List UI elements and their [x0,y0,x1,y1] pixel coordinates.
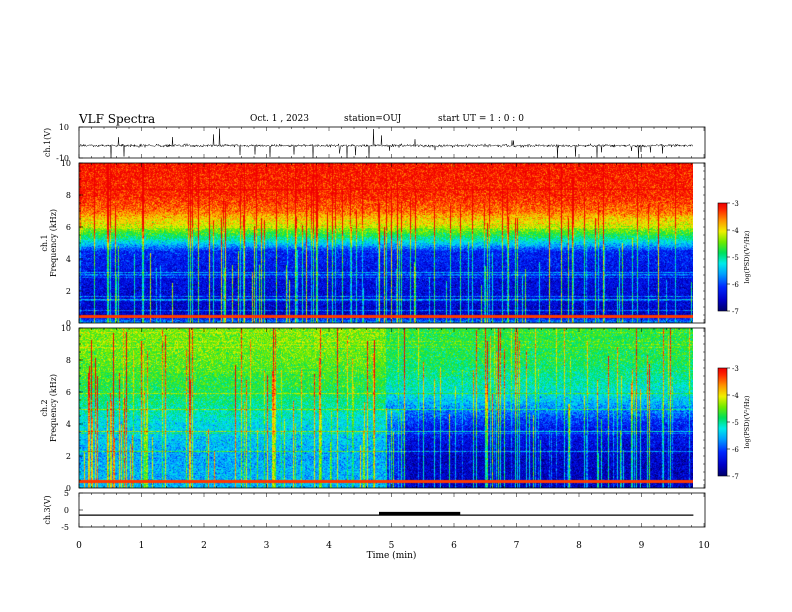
trace-lines [78,128,694,516]
colorbar-tick-label: -7 [732,473,739,481]
ch1-spectrogram-image [79,163,693,323]
x-tick-label: 7 [514,541,520,551]
ch1-waveform-line [78,128,694,159]
ch3-y-tick-label: -5 [61,523,69,532]
ch2-spectrogram-frame [78,327,706,489]
ch1-spectrogram-frame [78,162,706,324]
x-axis-label: Time (min) [367,550,417,561]
spectrogram-images [79,163,727,488]
ch3-y-tick-label: 5 [64,489,69,498]
station-label: station=OUJ [344,114,402,124]
ch1-spec-y-label-line2: Frequency (kHz) [49,209,58,277]
ch2-spec-y-tick-label: 8 [66,356,71,365]
colorbar-tick-label: -3 [732,200,739,208]
x-tick-label: 1 [139,541,145,551]
x-tick-label: 10 [698,541,710,551]
x-tick-label: 9 [639,541,645,551]
figure-title: VLF Spectra [79,112,156,126]
x-tick-label: 3 [264,541,270,551]
colorbar-tick-label: -5 [732,254,739,262]
ch2-spectrogram-image [79,328,693,488]
colorbar-tick-label: -6 [732,281,739,289]
ch1-spec-y-tick-label: 8 [66,191,71,200]
ch1-spec-y-tick-label: 2 [66,287,71,296]
colorbar-tick-label: -3 [732,365,739,373]
ch1-spec-y-tick-label: 10 [61,159,71,168]
ch1-y-label: ch.1(V) [43,128,52,157]
colorbar-tick-label: -4 [732,227,739,235]
x-tick-label: 0 [76,541,82,551]
ch1-colorbar [718,203,727,311]
x-tick-label: 6 [451,541,457,551]
x-tick-label: 2 [201,541,207,551]
x-tick-label: 8 [576,541,582,551]
colorbar-tick-label: -7 [732,308,739,316]
colorbar-tick-label: -5 [732,419,739,427]
x-tick-label: 4 [326,541,332,551]
colorbar-label: log(PSD)(V²/Hz) [743,230,751,283]
panel-frames [78,126,730,528]
ch1-spec-y-tick-label: 4 [66,255,71,264]
ch1-spec-y-label-line1: ch.1 [40,234,49,251]
colorbar-label: log(PSD)(V²/Hz) [743,395,751,448]
ch2-spec-y-tick-label: 0 [66,484,71,493]
ch2-spec-y-tick-label: 2 [66,452,71,461]
ch1-spec-y-tick-label: 6 [66,223,71,232]
ch1-waveform-frame [78,126,706,159]
ch3-frame [78,492,706,528]
x-tick-label: 5 [389,541,395,551]
ch2-colorbar [718,368,727,476]
ch1-y-tick-label: -10 [56,154,69,163]
ch2-spec-y-tick-label: 6 [66,388,71,397]
ch2-spec-y-tick-label: 10 [61,324,71,333]
ch2-spec-y-label-line2: Frequency (kHz) [49,374,58,442]
colorbar-tick-label: -6 [732,446,739,454]
ch2-spec-y-label-line1: ch.2 [40,399,49,416]
ch2-spec-y-tick-label: 4 [66,420,71,429]
colorbar-tick-label: -4 [732,392,739,400]
start-time-label: start UT = 1 : 0 : 0 [438,114,524,124]
axis-text: -3 -4 -5 -6 -7 log(PSD)(V²/Hz) -3 -4 -5 -6 -7 log(P… [40,123,751,561]
ch3-y-label: ch.3(V) [43,495,52,524]
ch1-y-tick-label: 10 [59,123,69,132]
ch3-y-tick-label: 0 [64,506,69,515]
date-label: Oct. 1 , 2023 [250,114,309,124]
ch1-spec-y-tick-label: 0 [66,319,71,328]
